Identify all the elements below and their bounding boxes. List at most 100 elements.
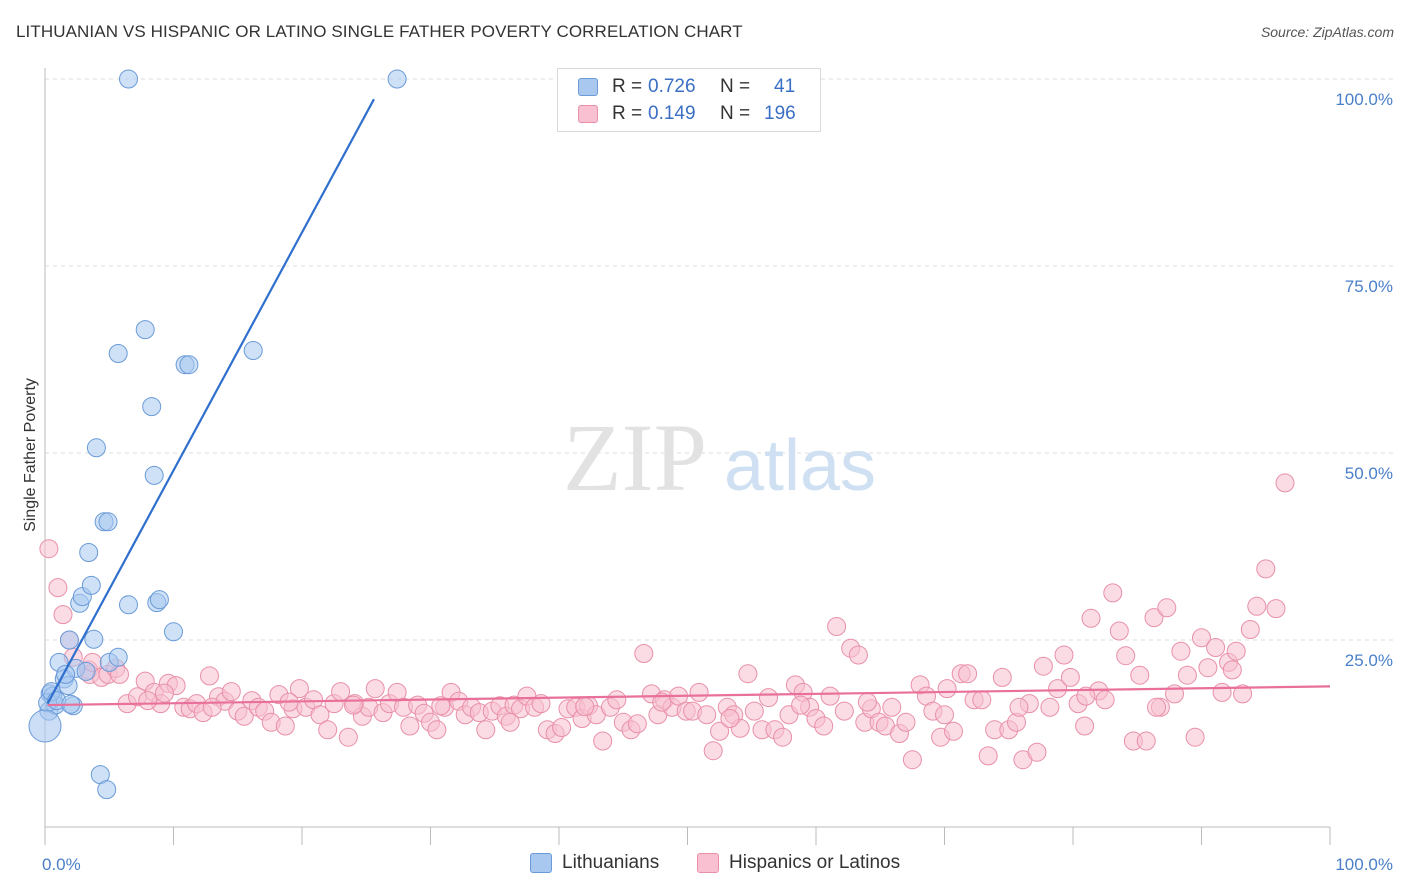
- point-lithuanians: [76, 661, 96, 681]
- point-hispanics: [857, 692, 877, 712]
- point-hispanics: [937, 679, 957, 699]
- series-legend-hispanics[interactable]: Hispanics or Latinos: [697, 852, 900, 874]
- point-hispanics: [1226, 641, 1246, 661]
- point-lithuanians: [119, 69, 138, 89]
- point-hispanics: [431, 696, 451, 716]
- point-lithuanians: [164, 622, 183, 642]
- legend-n-value: 41: [774, 76, 796, 97]
- point-hispanics: [1198, 658, 1218, 678]
- grid-lines: [45, 78, 1395, 641]
- legend-n-value: 196: [764, 103, 796, 124]
- legend-r-label: R =: [612, 76, 643, 97]
- point-hispanics: [1206, 638, 1226, 657]
- point-hispanics: [310, 705, 330, 725]
- point-hispanics: [1222, 660, 1242, 680]
- point-hispanics: [39, 539, 59, 559]
- point-lithuanians: [84, 629, 104, 649]
- series-label-hispanics: Hispanics or Latinos: [729, 852, 901, 873]
- point-lithuanians: [179, 355, 199, 375]
- point-hispanics: [1076, 686, 1096, 706]
- legend-swatch-lithuanians: [578, 78, 598, 96]
- point-hispanics: [200, 666, 219, 686]
- point-lithuanians: [79, 543, 99, 562]
- point-hispanics: [155, 683, 174, 703]
- watermark-zip: ZIP: [563, 404, 707, 511]
- point-hispanics: [1185, 727, 1205, 747]
- point-hispanics: [652, 692, 672, 712]
- point-hispanics: [1147, 697, 1166, 717]
- point-hispanics: [744, 701, 764, 721]
- y-tick-label: 25.0%: [1345, 651, 1393, 670]
- point-hispanics: [1233, 684, 1253, 704]
- tick-labels: 25.0% 50.0% 75.0% 100.0% 0.0% 100.0%: [42, 90, 1393, 874]
- point-hispanics: [882, 697, 902, 717]
- point-hispanics: [575, 697, 595, 717]
- point-hispanics: [1212, 682, 1232, 702]
- series-legend-lithuanians[interactable]: Lithuanians: [530, 852, 659, 874]
- point-hispanics: [234, 706, 254, 726]
- point-hispanics: [1240, 620, 1260, 639]
- point-hispanics: [703, 741, 723, 761]
- point-hispanics: [1103, 583, 1123, 603]
- point-hispanics: [1247, 596, 1267, 616]
- point-hispanics: [331, 682, 351, 702]
- point-hispanics: [689, 682, 709, 702]
- point-hispanics: [1040, 697, 1060, 717]
- point-hispanics: [1054, 645, 1074, 665]
- point-hispanics: [1144, 608, 1164, 628]
- point-hispanics: [531, 694, 551, 714]
- point-hispanics: [634, 644, 654, 663]
- point-hispanics: [427, 720, 447, 740]
- point-hispanics: [627, 714, 647, 734]
- point-lithuanians: [243, 341, 263, 360]
- point-hispanics: [978, 746, 998, 766]
- point-lithuanians: [108, 344, 128, 363]
- point-hispanics: [935, 705, 954, 725]
- point-lithuanians: [119, 595, 138, 615]
- y-axis-label: Single Father Poverty: [22, 378, 39, 532]
- point-hispanics: [738, 664, 758, 684]
- legend: R = 0.726 N = 41 R = 0.149 N = 196: [557, 68, 821, 132]
- point-hispanics: [1177, 665, 1197, 685]
- point-hispanics: [1266, 599, 1286, 619]
- legend-r-value: 0.149: [648, 103, 696, 124]
- point-hispanics: [1256, 559, 1276, 579]
- point-hispanics: [476, 720, 496, 740]
- point-lithuanians: [86, 438, 106, 458]
- point-hispanics: [1192, 628, 1211, 648]
- point-lithuanians: [28, 709, 62, 743]
- point-lithuanians: [98, 512, 118, 532]
- point-hispanics: [1275, 473, 1295, 493]
- point-hispanics: [1095, 690, 1115, 710]
- point-hispanics: [138, 691, 158, 711]
- point-hispanics: [275, 716, 295, 736]
- point-hispanics: [289, 679, 309, 699]
- legend-swatch-hispanics: [578, 105, 598, 123]
- series-legend: Lithuanians Hispanics or Latinos: [0, 852, 1406, 878]
- point-hispanics: [1033, 656, 1053, 676]
- point-hispanics: [1009, 697, 1029, 717]
- point-hispanics: [710, 721, 730, 741]
- point-hispanics: [992, 667, 1012, 687]
- point-hispanics: [944, 721, 963, 741]
- point-hispanics: [53, 605, 73, 625]
- point-hispanics: [720, 709, 740, 728]
- x-tick-label: 100.0%: [1335, 855, 1393, 874]
- point-hispanics: [552, 718, 572, 737]
- y-tick-label: 100.0%: [1335, 90, 1393, 109]
- watermark-atlas: atlas: [724, 426, 876, 506]
- point-hispanics: [1136, 731, 1156, 751]
- point-lithuanians: [97, 780, 117, 800]
- point-hispanics: [902, 750, 922, 770]
- y-tick-label: 50.0%: [1345, 464, 1393, 483]
- series-label-lithuanians: Lithuanians: [562, 852, 660, 873]
- point-hispanics: [814, 716, 834, 736]
- series-swatch-lithuanians: [530, 853, 552, 873]
- legend-row-lithuanians: R = 0.726 N = 41: [578, 74, 795, 100]
- point-lithuanians: [149, 590, 169, 610]
- point-hispanics: [759, 688, 778, 708]
- chart-title: LITHUANIAN VS HISPANIC OR LATINO SINGLE …: [16, 22, 743, 41]
- point-lithuanians: [59, 630, 79, 650]
- point-lithuanians: [81, 575, 101, 595]
- point-lithuanians: [108, 647, 128, 667]
